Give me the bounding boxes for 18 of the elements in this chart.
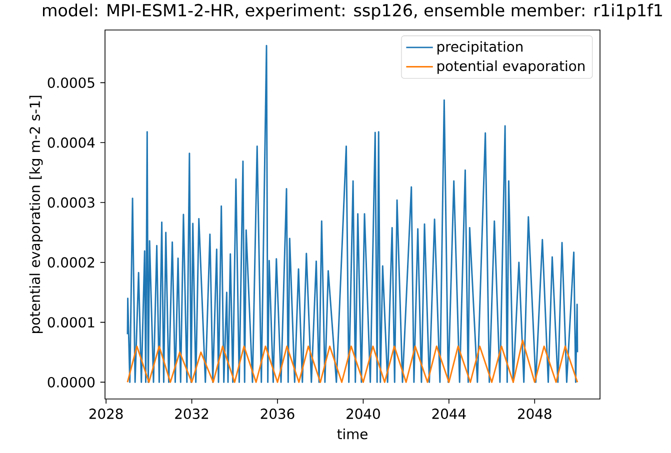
y-tick-label: 0.0004	[48, 137, 95, 148]
x-tick-label: 2044	[432, 408, 466, 420]
x-tick-label: 2040	[346, 408, 380, 420]
x-tick-label: 2048	[518, 408, 552, 420]
chart-title: model: MPI-ESM1-2-HR, experiment: ssp126, ensemble member: r1i1p1f1	[43, 4, 662, 20]
x-tick-label: 2032	[175, 408, 208, 420]
y-tick-label: 0.0001	[48, 317, 94, 328]
y-tick-label: 0.0002	[48, 257, 94, 268]
line-series	[126, 340, 578, 383]
y-tick-label: 0.0003	[48, 197, 94, 208]
x-tick-label: 2028	[89, 408, 123, 420]
y-axis-title: potential evaporation [kg m-2 s-1]	[29, 96, 43, 333]
x-axis-title: time	[337, 428, 368, 440]
legend-label: precipitation	[438, 41, 522, 55]
x-tick-label: 2036	[260, 408, 294, 420]
legend-label: potential evaporation	[438, 60, 584, 74]
y-tick-label: 0.0005	[48, 77, 94, 88]
y-tick-label: 0.0000	[48, 376, 95, 388]
